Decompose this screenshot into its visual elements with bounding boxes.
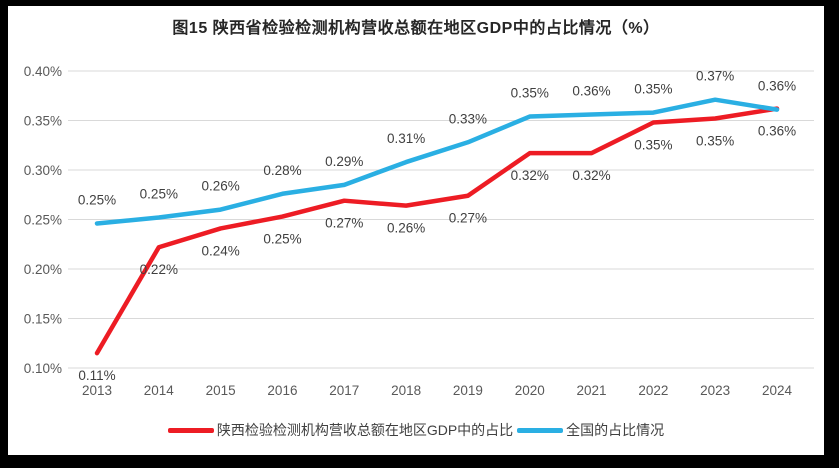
data-label-series-1: 0.37%	[696, 69, 734, 84]
legend-dash-red-icon	[167, 427, 214, 433]
data-label-series-1: 0.25%	[140, 187, 178, 202]
data-label-series-0: 0.11%	[78, 368, 115, 383]
legend-item-shaanxi: 陕西检验检测机构营收总额在地区GDP中的占比	[167, 420, 514, 440]
series-line-0	[94, 106, 780, 356]
data-label-series-0: 0.27%	[449, 211, 487, 226]
data-label-series-0: 0.35%	[634, 137, 672, 152]
x-axis-tick-label: 2016	[267, 383, 297, 398]
x-axis-tick-label: 2013	[82, 383, 112, 398]
data-label-series-1: 0.35%	[511, 86, 549, 101]
x-axis-tick-label: 2018	[391, 383, 421, 398]
data-label-series-0: 0.32%	[511, 168, 549, 183]
x-axis-tick-label: 2021	[577, 383, 607, 398]
series-line-1	[94, 97, 780, 226]
data-label-series-1: 0.36%	[758, 79, 796, 94]
data-label-series-1: 0.28%	[263, 163, 301, 178]
data-label-series-1: 0.36%	[572, 84, 610, 99]
x-axis-tick-label: 2020	[515, 383, 545, 398]
y-axis-tick-label: 0.10%	[24, 361, 62, 376]
data-label-series-1: 0.29%	[325, 154, 363, 169]
legend-dash-blue-icon	[517, 427, 564, 433]
data-label-series-0: 0.35%	[696, 134, 734, 149]
legend-item-national: 全国的占比情况	[517, 420, 664, 440]
y-axis-tick-label: 0.35%	[24, 114, 62, 129]
data-label-series-0: 0.27%	[325, 216, 363, 231]
data-label-series-0: 0.36%	[758, 124, 796, 139]
data-label-series-1: 0.25%	[78, 192, 116, 207]
data-label-series-0: 0.26%	[387, 221, 425, 236]
data-label-series-0: 0.24%	[201, 243, 239, 258]
data-label-series-0: 0.25%	[263, 232, 301, 247]
y-axis-tick-label: 0.15%	[24, 312, 62, 327]
y-axis-tick-label: 0.25%	[24, 213, 62, 228]
x-axis-tick-label: 2015	[206, 383, 236, 398]
x-axis-tick-label: 2023	[700, 383, 730, 398]
x-axis-tick-label: 2014	[144, 383, 175, 398]
data-label-series-1: 0.33%	[449, 111, 487, 126]
data-label-series-1: 0.35%	[634, 82, 672, 97]
y-axis-tick-label: 0.20%	[24, 262, 62, 277]
y-axis-tick-label: 0.30%	[24, 163, 62, 178]
chart-canvas	[8, 6, 824, 455]
x-axis-tick-label: 2019	[453, 383, 483, 398]
x-axis-tick-label: 2022	[638, 383, 668, 398]
data-label-series-0: 0.22%	[140, 262, 178, 277]
chart-title: 图15 陕西省检验检测机构营收总额在地区GDP中的占比情况（%）	[172, 20, 660, 37]
y-axis-tick-label: 0.40%	[24, 64, 62, 79]
data-label-series-1: 0.26%	[201, 179, 239, 194]
legend-label-national: 全国的占比情况	[566, 422, 665, 438]
data-label-series-0: 0.32%	[572, 168, 610, 183]
x-axis-tick-label: 2017	[329, 383, 359, 398]
x-axis-tick-label: 2024	[762, 383, 793, 398]
legend-label-shaanxi: 陕西检验检测机构营收总额在地区GDP中的占比	[216, 422, 514, 438]
data-label-series-1: 0.31%	[387, 131, 425, 146]
chart-legend: 陕西检验检测机构营收总额在地区GDP中的占比 全国的占比情况	[8, 418, 824, 442]
